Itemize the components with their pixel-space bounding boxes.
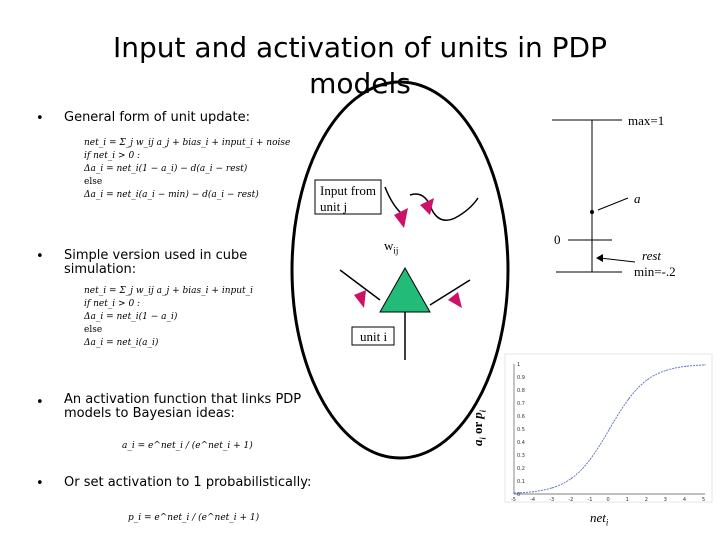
sigmoid-chart: 0 0.1 0.2 0.3 0.4 0.5 0.6 0.7 0.8 0.9 1 -5 -4 -3 -2 -1 0… xyxy=(511,362,706,503)
sigmoid-point xyxy=(532,491,534,493)
y-tick-label: 0.3 xyxy=(517,453,525,459)
y-tick-label: 0.4 xyxy=(517,440,525,446)
sigmoid-point xyxy=(704,364,706,366)
x-tick-label: 1 xyxy=(626,497,629,503)
sigmoid-point xyxy=(666,369,668,371)
bullet-activation-function: An activation function that links PDP mo… xyxy=(64,392,302,421)
rest-arrowhead xyxy=(596,254,603,262)
dendrite-left xyxy=(339,269,381,301)
x-tick-label: 5 xyxy=(702,497,705,503)
synapse-neighbor xyxy=(420,198,434,215)
bullet-marker: • xyxy=(36,395,44,410)
unit-j-label: unit j xyxy=(320,199,348,214)
bullet-probabilistic: Or set activation to 1 probabilistically… xyxy=(64,475,312,490)
unit-i-label: unit i xyxy=(360,329,388,344)
equation-line: net_i = Σ_j w_ij a_j + bias_i + input_i xyxy=(84,286,254,296)
unit-circle xyxy=(290,80,510,460)
dendrite-right xyxy=(429,279,471,306)
input-dendrite xyxy=(384,186,403,215)
y-tick-label: 0.2 xyxy=(517,466,525,472)
equation-simple-update: net_i = Σ_j w_ij a_j + bias_i + input_i … xyxy=(84,285,253,350)
bullet-simple-version: Simple version used in cube simulation: xyxy=(64,248,248,277)
equation-line: else xyxy=(84,325,103,335)
scale-a-label: a xyxy=(634,191,641,206)
y-tick-label: 0.8 xyxy=(517,388,525,394)
unit-i-body xyxy=(379,266,431,313)
y-label-p: p xyxy=(470,412,485,419)
sigmoid-point xyxy=(589,458,592,460)
neighbor-axon xyxy=(409,193,479,221)
sigmoid-point xyxy=(628,398,630,400)
equation-general-update: net_i = Σ_j w_ij a_j + bias_i + input_i … xyxy=(84,137,290,202)
x-label-net: net xyxy=(590,510,606,525)
x-tick-label: -1 xyxy=(587,497,592,503)
sigmoid-point xyxy=(647,378,649,381)
synapse-left xyxy=(354,290,366,308)
x-tick-label: -5 xyxy=(511,497,516,503)
x-tick-label: -4 xyxy=(530,497,535,503)
equation-line: Δa_i = net_i(1 − a_i) − d(a_i − rest) xyxy=(84,164,248,174)
x-tick-label: 0 xyxy=(607,497,610,503)
y-label-sub2: i xyxy=(478,409,488,413)
weight-w: w xyxy=(384,238,394,253)
equation-line: if net_i > 0 : xyxy=(84,299,141,309)
equation-bayes-activation: a_i = e^net_i / (e^net_i + 1) xyxy=(122,441,253,451)
sigmoid-x-label: neti xyxy=(590,510,608,528)
weight-subscript: ij xyxy=(393,245,399,256)
sigmoid-point xyxy=(570,477,572,480)
scale-max-label: max=1 xyxy=(628,113,665,128)
x-tick-label: 2 xyxy=(645,497,648,503)
equation-line: if net_i > 0 : xyxy=(84,151,141,161)
a-pointer xyxy=(597,197,629,211)
synapse-input xyxy=(394,208,408,228)
bullet-marker: • xyxy=(36,249,44,264)
sigmoid-point xyxy=(551,487,553,489)
equation-line: else xyxy=(84,177,103,187)
scale-zero-label: 0 xyxy=(554,232,561,247)
y-tick-label: 0.7 xyxy=(517,401,525,407)
scale-min-label: min=-.2 xyxy=(634,264,676,279)
equation-probabilistic: p_i = e^net_i / (e^net_i + 1) xyxy=(128,513,260,523)
bullet-marker: • xyxy=(36,476,44,491)
input-from-label: Input from xyxy=(320,183,376,198)
equation-line: Δa_i = net_i(a_i − min) − d(a_i − rest) xyxy=(84,190,259,200)
bullet-general-update: General form of unit update: xyxy=(64,110,250,125)
activation-marker xyxy=(590,210,594,214)
unit-i-box xyxy=(351,326,395,346)
y-label-a: a xyxy=(470,439,485,447)
y-tick-label: 0.9 xyxy=(517,375,525,381)
sigmoid-point xyxy=(608,428,611,430)
y-tick-label: 0.5 xyxy=(517,427,525,433)
equation-line: Δa_i = net_i(1 − a_i) xyxy=(84,312,178,322)
sigmoid-y-label: ai or pi xyxy=(470,410,488,446)
input-from-box xyxy=(314,179,382,215)
bullet-marker: • xyxy=(36,111,44,126)
y-tick-label: 0 xyxy=(517,492,520,498)
equation-line: net_i = Σ_j w_ij a_j + bias_i + input_i … xyxy=(84,138,291,148)
x-tick-label: -2 xyxy=(568,497,573,503)
sigmoid-point xyxy=(685,365,687,367)
y-tick-label: 0.1 xyxy=(517,479,525,485)
sigmoid-point xyxy=(513,492,515,494)
x-tick-label: 3 xyxy=(664,497,667,503)
weight-label: wij xyxy=(384,238,398,256)
y-tick-label: 1 xyxy=(517,362,520,368)
x-tick-label: 4 xyxy=(683,497,686,503)
equation-line: Δa_i = net_i(a_i) xyxy=(84,338,159,348)
y-label-sub: i xyxy=(478,437,488,440)
x-tick-label: -3 xyxy=(549,497,554,503)
rest-pointer xyxy=(599,257,636,263)
y-label-or: or xyxy=(470,418,485,438)
x-label-sub: i xyxy=(605,517,609,528)
y-tick-label: 0.6 xyxy=(517,414,525,420)
scale-rest-label: rest xyxy=(642,248,662,263)
synapse-right xyxy=(448,292,462,308)
sigmoid-chart-frame xyxy=(504,353,713,503)
